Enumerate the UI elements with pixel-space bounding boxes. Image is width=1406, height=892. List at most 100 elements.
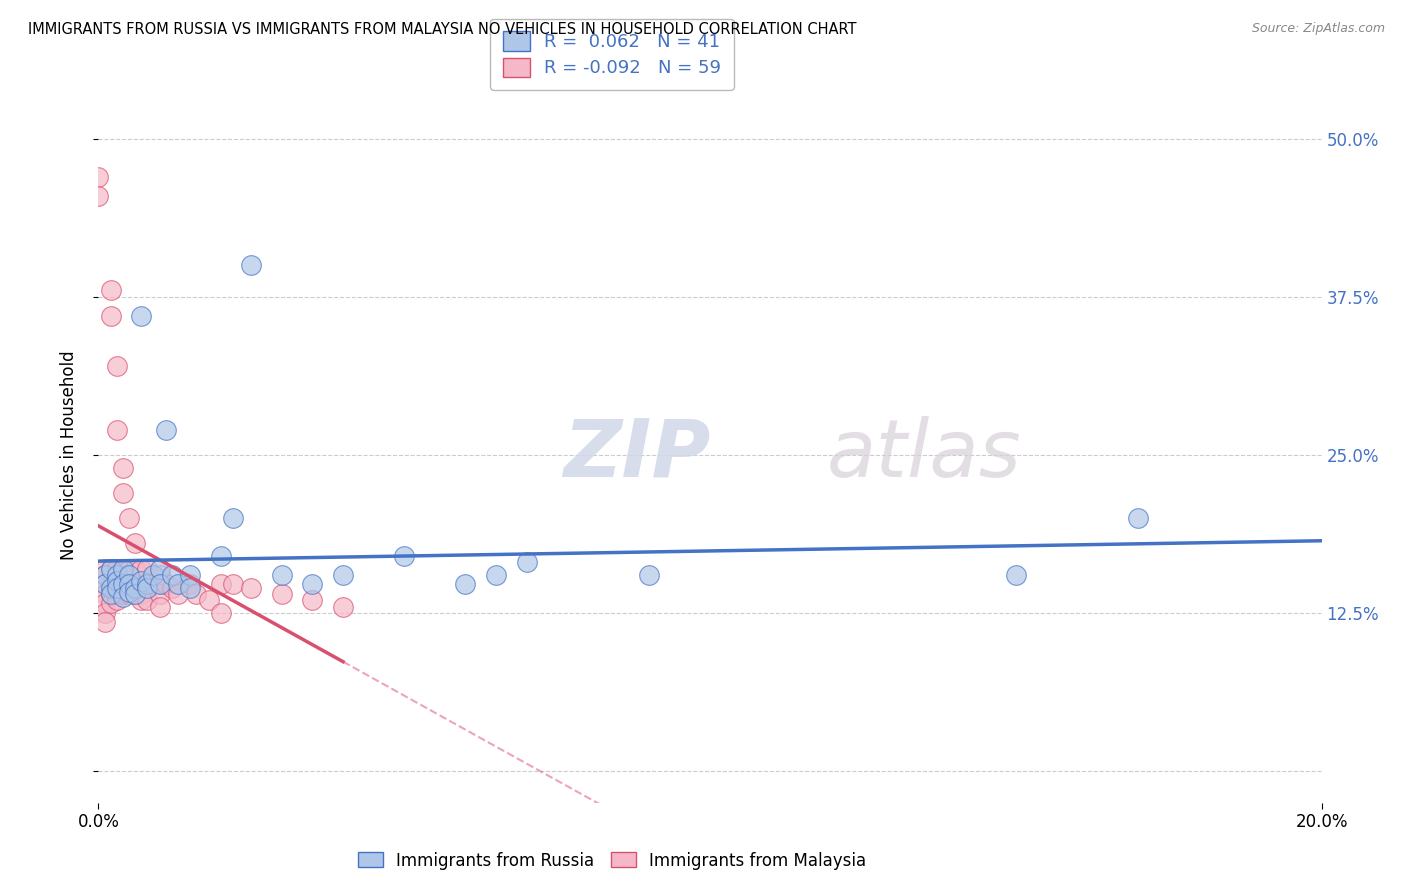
- Point: [485, 568, 508, 582]
- Point: [118, 587, 141, 601]
- Point: [111, 587, 134, 601]
- Point: [111, 577, 134, 591]
- Point: [124, 577, 146, 591]
- Point: [136, 581, 159, 595]
- Point: [149, 577, 172, 591]
- Point: [240, 581, 263, 595]
- Point: [111, 577, 134, 591]
- Point: [105, 562, 128, 576]
- Point: [100, 581, 122, 595]
- Point: [93, 577, 115, 591]
- Point: [149, 587, 172, 601]
- Point: [179, 568, 201, 582]
- Point: [93, 568, 115, 582]
- Point: [111, 460, 134, 475]
- Point: [392, 549, 416, 563]
- Point: [93, 562, 115, 576]
- Point: [105, 359, 128, 374]
- Point: [301, 593, 323, 607]
- Point: [240, 258, 263, 272]
- Point: [93, 587, 115, 601]
- Point: [179, 581, 201, 595]
- Point: [136, 577, 159, 591]
- Point: [129, 309, 152, 323]
- Point: [93, 615, 115, 629]
- Point: [136, 577, 159, 591]
- Point: [142, 568, 165, 582]
- Point: [222, 511, 245, 525]
- Point: [100, 587, 122, 601]
- Point: [1128, 511, 1150, 525]
- Point: [516, 556, 538, 570]
- Point: [209, 577, 232, 591]
- Point: [129, 577, 152, 591]
- Point: [118, 562, 141, 576]
- Point: [129, 562, 152, 576]
- Point: [124, 536, 146, 550]
- Point: [222, 577, 245, 591]
- Point: [111, 590, 134, 604]
- Point: [270, 587, 292, 601]
- Text: ZIP: ZIP: [564, 416, 710, 494]
- Point: [118, 584, 141, 599]
- Point: [93, 606, 115, 620]
- Y-axis label: No Vehicles in Household: No Vehicles in Household: [59, 350, 77, 560]
- Point: [167, 587, 190, 601]
- Point: [129, 587, 152, 601]
- Point: [179, 577, 201, 591]
- Point: [1004, 568, 1026, 582]
- Point: [149, 562, 172, 576]
- Legend: Immigrants from Russia, Immigrants from Malaysia: Immigrants from Russia, Immigrants from …: [350, 843, 875, 878]
- Point: [149, 599, 172, 614]
- Point: [155, 423, 177, 437]
- Point: [100, 577, 122, 591]
- Point: [160, 568, 183, 582]
- Point: [93, 568, 115, 582]
- Point: [124, 587, 146, 601]
- Point: [149, 568, 172, 582]
- Point: [105, 581, 128, 595]
- Point: [100, 562, 122, 576]
- Point: [136, 593, 159, 607]
- Point: [142, 577, 165, 591]
- Point: [332, 599, 354, 614]
- Point: [87, 188, 110, 202]
- Text: IMMIGRANTS FROM RUSSIA VS IMMIGRANTS FROM MALAYSIA NO VEHICLES IN HOUSEHOLD CORR: IMMIGRANTS FROM RUSSIA VS IMMIGRANTS FRO…: [28, 22, 856, 37]
- Point: [197, 593, 219, 607]
- Point: [118, 577, 141, 591]
- Point: [637, 568, 661, 582]
- Point: [105, 568, 128, 582]
- Point: [105, 593, 128, 607]
- Point: [155, 577, 177, 591]
- Point: [332, 568, 354, 582]
- Text: atlas: atlas: [827, 416, 1021, 494]
- Point: [167, 577, 190, 591]
- Point: [209, 549, 232, 563]
- Point: [111, 562, 134, 576]
- Point: [100, 562, 122, 576]
- Point: [136, 562, 159, 576]
- Point: [93, 577, 115, 591]
- Point: [124, 587, 146, 601]
- Point: [105, 577, 128, 591]
- Point: [118, 577, 141, 591]
- Text: Source: ZipAtlas.com: Source: ZipAtlas.com: [1251, 22, 1385, 36]
- Point: [93, 596, 115, 610]
- Point: [100, 587, 122, 601]
- Point: [111, 562, 134, 576]
- Point: [100, 309, 122, 323]
- Point: [100, 596, 122, 610]
- Point: [105, 587, 128, 601]
- Point: [454, 577, 477, 591]
- Point: [111, 486, 134, 500]
- Point: [129, 593, 152, 607]
- Point: [118, 511, 141, 525]
- Point: [270, 568, 292, 582]
- Point: [301, 577, 323, 591]
- Point: [149, 577, 172, 591]
- Point: [105, 423, 128, 437]
- Point: [100, 284, 122, 298]
- Point: [124, 581, 146, 595]
- Point: [118, 568, 141, 582]
- Point: [129, 574, 152, 589]
